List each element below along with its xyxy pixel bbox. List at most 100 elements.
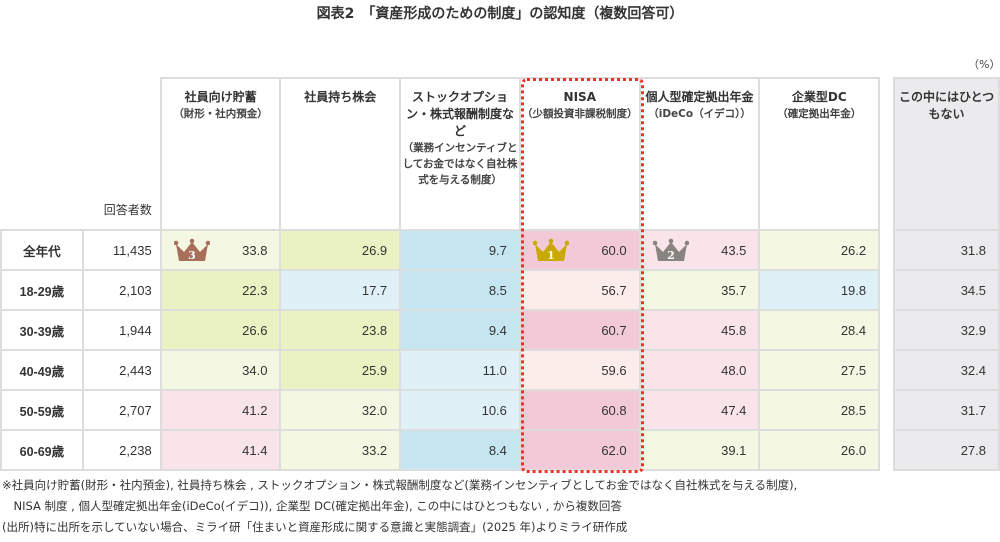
crown-rank-2-icon: 2 [652,238,689,262]
gap [879,310,895,350]
age-group-label: 18-29歳 [0,269,84,311]
footnote-1: ※社員向け貯蓄(財形・社内預金), 社員持ち株会 , ストックオプション・株式報… [2,478,798,492]
footnote-2: NISA 制度 , 個人型確定拠出年金(iDeCo(イデコ)), 企業型 DC(… [2,499,622,513]
value-text: 33.8 [242,242,268,258]
value-cell: 26.0 [758,429,881,471]
value-cell: 56.7 [518,269,641,311]
svg-text:1: 1 [547,249,555,262]
column-title: NISA [563,90,596,104]
age-group-label: 30-39歳 [0,309,84,351]
value-text: 10.6 [481,402,507,418]
none-value-cell: 31.7 [893,389,1000,431]
column-header-6: 企業型DC （確定拠出年金） [758,77,881,230]
value-cell: 39.1 [638,429,761,471]
value-cell: 10.6 [399,389,521,431]
value-text: 28.5 [840,402,867,418]
value-cell: 22.3 [159,269,282,311]
value-text: 28.4 [840,322,867,338]
value-cell: 45.8 [638,309,761,351]
value-cell: 60.7 [518,309,641,351]
value-cell: 8.5 [399,269,521,311]
value-cell: 23.8 [279,309,402,351]
respondent-count: 2,238 [81,429,162,471]
gap [879,78,895,230]
value-cell: 3 33.8 [159,229,282,271]
value-cell: 60.8 [518,389,641,431]
value-cell: 28.4 [758,309,881,351]
crown-rank-1-icon: 1 [532,238,569,262]
value-text: 59.6 [601,362,627,378]
count-header: 回答者数 [103,203,152,217]
value-text: 23.8 [361,322,388,338]
none-value-cell: 32.4 [893,349,1000,391]
value-cell: 26.9 [279,229,402,271]
column-title: 社員持ち株会 [304,90,377,104]
table-row: 40-49歳 2,443 34.0 25.9 11.0 59.6 48.0 27.5 32.4 [0,349,1000,391]
column-title: 社員向け貯蓄 [184,90,257,104]
value-text: 48.0 [721,362,747,378]
table-row: 18-29歳 2,103 22.3 17.7 8.5 56.7 35.7 19.8 34.5 [0,269,1000,311]
gap [879,230,895,270]
column-title: 企業型DC [791,90,847,104]
respondent-count: 2,707 [81,389,162,431]
respondent-count: 11,435 [81,229,162,271]
none-value-cell: 34.5 [893,269,1000,311]
value-cell: 26.6 [159,309,282,351]
value-text: 41.4 [242,442,268,458]
column-header-3: ストックオプション・株式報酬制度など （業務インセンティブとしてお金ではなく自社株… [399,77,521,230]
value-cell: 34.0 [159,349,282,391]
age-group-label: 50-59歳 [0,389,84,431]
respondent-count: 2,443 [81,349,162,391]
value-text: 8.4 [488,442,507,458]
table-row: 60-69歳 2,238 41.4 33.2 8.4 62.0 39.1 26.0 27.8 [0,429,1000,471]
value-cell: 27.5 [758,349,881,391]
crown-rank-3-icon: 3 [173,238,210,262]
value-text: 35.7 [721,282,747,298]
value-cell: 28.5 [758,389,881,431]
value-cell: 9.7 [399,229,521,271]
column-header-none: この中にはひとつもない [893,77,1000,230]
unit-label: （%） [968,58,1000,71]
value-text: 60.0 [601,242,627,258]
table-row: 30-39歳 1,944 26.6 23.8 9.4 60.7 45.8 28.4 32.9 [0,309,1000,351]
value-text: 32.0 [361,402,388,418]
value-text: 26.6 [242,322,268,338]
value-cell: 41.4 [159,429,282,471]
gap [879,430,895,470]
value-cell: 47.4 [638,389,761,431]
respondent-count: 2,103 [81,269,162,311]
value-text: 56.7 [601,282,627,298]
value-text: 11.0 [482,362,507,378]
value-text: 19.8 [840,282,867,298]
age-group-label: 全年代 [0,229,84,271]
value-cell: 62.0 [518,429,641,471]
column-header-2: 社員持ち株会 [279,77,402,230]
value-cell: 26.2 [758,229,881,271]
column-header-1: 社員向け貯蓄 （財形・社内預金） [159,77,282,230]
value-cell: 8.4 [399,429,521,471]
value-text: 62.0 [601,442,627,458]
value-cell: 19.8 [758,269,881,311]
gap [879,390,895,430]
none-value-cell: 31.8 [893,229,1000,271]
column-subtitle: （確定拠出年金） [777,108,862,120]
svg-text:3: 3 [188,249,196,262]
header-row: 回答者数 社員向け貯蓄 （財形・社内預金） 社員持ち株会 ストックオプション・株式報酬… [1,77,1000,230]
value-text: 25.9 [361,362,388,378]
value-text: 9.7 [488,242,507,258]
awareness-table: 回答者数 社員向け貯蓄 （財形・社内預金） 社員持ち株会 ストックオプション・株式報酬… [0,77,1000,471]
value-text: 47.4 [721,402,747,418]
value-cell: 35.7 [638,269,761,311]
column-subtitle: （iDeCo（イデコ）） [648,108,751,120]
figure-title: 図表2 「資産形成のための制度」の認知度（複数回答可） [316,6,684,22]
value-text: 43.5 [721,242,747,258]
column-subtitle: （業務インセンティブとしてお金ではなく自社株式を与える制度） [402,142,518,186]
age-group-label: 60-69歳 [0,429,84,471]
column-subtitle: （少額投資非課税制度） [522,108,638,120]
corner-cell [1,78,83,230]
value-cell: 33.2 [279,429,402,471]
column-title: ストックオプション・株式報酬制度など [406,90,515,138]
value-text: 26.2 [840,242,867,258]
value-text: 33.2 [361,442,388,458]
age-group-label: 40-49歳 [0,349,84,391]
